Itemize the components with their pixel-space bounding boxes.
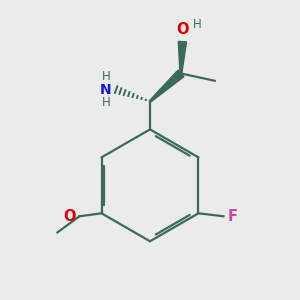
Polygon shape <box>178 41 187 74</box>
Text: H: H <box>101 70 110 83</box>
Text: F: F <box>227 209 237 224</box>
Text: H: H <box>193 18 202 31</box>
Text: N: N <box>100 82 112 97</box>
Polygon shape <box>149 70 184 102</box>
Text: O: O <box>176 22 189 38</box>
Text: H: H <box>101 95 110 109</box>
Text: O: O <box>63 209 76 224</box>
